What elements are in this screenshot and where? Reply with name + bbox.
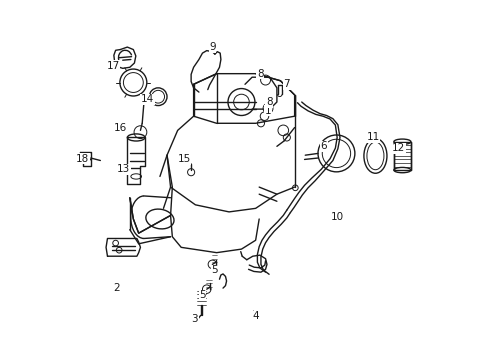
Text: 3: 3 [192,314,198,324]
Text: 16: 16 [114,122,127,132]
Text: 4: 4 [252,311,259,321]
Text: 14: 14 [141,94,154,104]
Text: 12: 12 [392,143,405,153]
Text: 17: 17 [106,61,120,71]
Text: 7: 7 [284,79,290,89]
Text: 11: 11 [367,132,380,143]
Text: 5: 5 [199,290,206,300]
Text: 9: 9 [209,42,216,52]
Text: 8: 8 [266,97,272,107]
Text: 10: 10 [331,212,343,222]
Text: 15: 15 [177,154,191,165]
Text: 13: 13 [117,165,130,174]
Text: 5: 5 [212,265,218,275]
Text: 8: 8 [257,69,264,79]
Text: 1: 1 [265,106,271,116]
Text: 2: 2 [113,283,120,293]
Text: 6: 6 [320,141,327,151]
Text: 18: 18 [76,154,89,164]
